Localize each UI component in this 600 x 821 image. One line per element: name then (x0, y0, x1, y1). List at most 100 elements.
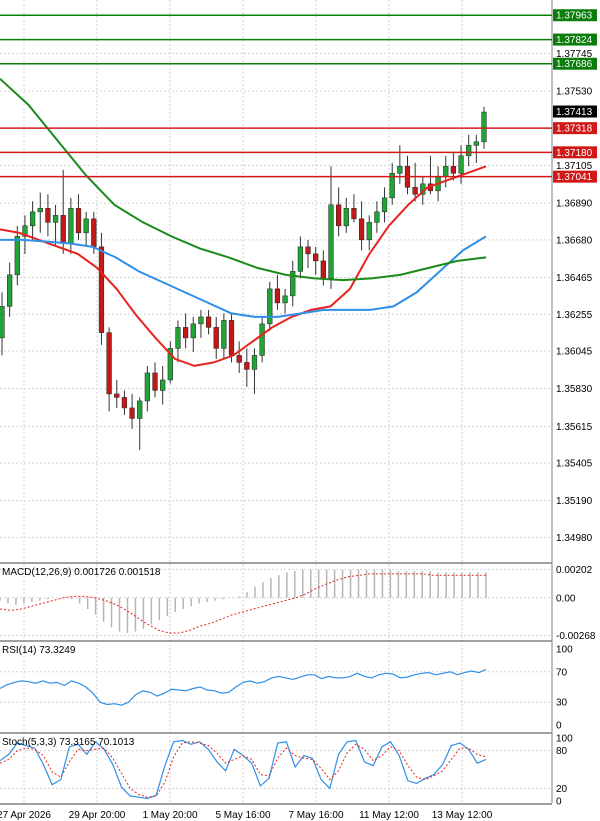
price-level-label: 1.37686 (556, 59, 593, 70)
time-tick-label: 5 May 16:00 (215, 810, 270, 821)
stoch-tick-label: 20 (556, 784, 568, 795)
bullish-candle (221, 320, 227, 349)
rsi-panel: RSI(14) 73.3249 (0, 645, 487, 706)
bullish-candle (22, 225, 28, 237)
macd-panel: MACD(12,26,9) 0.001726 0.001518 (0, 567, 487, 634)
bullish-candle (397, 166, 403, 174)
price-level-tag (553, 146, 597, 159)
bullish-candle (29, 211, 36, 227)
stoch-d-line (0, 741, 487, 798)
price-tick-label: 1.36465 (556, 273, 593, 284)
bearish-candle (75, 208, 82, 234)
macd-tick-label: 0.00 (556, 593, 576, 604)
bullish-candle (37, 208, 43, 213)
bullish-candle (381, 197, 388, 213)
bullish-candle (290, 271, 296, 297)
bullish-candle (443, 166, 449, 178)
stoch-tick-label: 100 (556, 734, 573, 745)
moving-average-line (0, 235, 487, 318)
bearish-candle (412, 187, 418, 195)
price-level-tag (553, 57, 597, 70)
bearish-candle (205, 316, 212, 328)
bearish-candle (60, 215, 66, 244)
bullish-candle (167, 348, 173, 381)
time-axis: 27 Apr 2026 29 Apr 20:00 1 May 20:00 5 May … (0, 810, 493, 821)
bullish-candle (481, 111, 487, 143)
bullish-candle (259, 323, 265, 356)
bullish-candle (68, 208, 74, 244)
bearish-candle (106, 332, 112, 395)
stoch-tick-label: 80 (556, 746, 568, 757)
bearish-candle (91, 218, 97, 248)
time-tick-label: 13 May 12:00 (432, 810, 493, 821)
time-tick-label: 7 May 16:00 (288, 810, 343, 821)
moving-average-line (0, 78, 487, 282)
bullish-candle (282, 295, 288, 304)
bearish-candle (320, 260, 326, 279)
bearish-candle (336, 204, 342, 227)
price-level-label: 1.37180 (556, 148, 593, 159)
bullish-candle (144, 372, 150, 402)
price-tick-label: 1.36255 (556, 310, 593, 321)
bullish-candle (0, 306, 5, 339)
bearish-candle (228, 320, 235, 356)
price-axis: 1.37745 1.37530 1.37105 1.36890 1.36680 1.364… (553, 9, 597, 808)
price-level-label: 1.37963 (556, 11, 593, 22)
bullish-candle (7, 274, 13, 307)
price-tick-label: 1.37530 (556, 87, 593, 98)
price-tick-label: 1.37745 (556, 49, 593, 60)
price-tick-label: 1.35405 (556, 459, 593, 470)
rsi-line (0, 668, 487, 706)
grid (0, 0, 553, 805)
time-tick-label: 11 May 12:00 (359, 810, 419, 821)
bullish-candle (137, 400, 143, 419)
bullish-candle (389, 173, 395, 199)
bearish-candle (313, 253, 319, 262)
bullish-candle (458, 155, 464, 174)
bearish-candle (305, 246, 311, 255)
price-tick-label: 1.36045 (556, 347, 593, 358)
macd-title: MACD(12,26,9) 0.001726 0.001518 (2, 567, 161, 578)
bearish-candle (45, 208, 51, 223)
price-level-tag (553, 33, 597, 46)
current-price-label: 1.37413 (556, 107, 593, 118)
price-tick-label: 1.36890 (556, 199, 593, 210)
bullish-candle (466, 145, 472, 157)
rsi-tick-label: 0 (556, 721, 562, 732)
rsi-tick-label: 70 (556, 667, 568, 678)
bullish-candle (52, 215, 59, 223)
bullish-candle (473, 141, 479, 146)
bullish-candle (190, 323, 196, 339)
price-tick-label: 1.35190 (556, 496, 593, 507)
bearish-candle (121, 397, 128, 409)
bullish-candle (297, 246, 304, 272)
bullish-candle (366, 222, 372, 241)
price-tick-label: 1.35830 (556, 384, 593, 395)
bullish-candle (14, 236, 20, 276)
bearish-candle (244, 362, 250, 370)
price-level-label: 1.37318 (556, 124, 593, 135)
macd-tick-label: 0.00202 (556, 565, 593, 576)
bullish-candle (160, 379, 166, 391)
stoch-title: Stoch(5,3,3) 73.3165 70.1013 (2, 737, 135, 748)
time-tick-label: 27 Apr 2026 (0, 810, 51, 821)
bearish-candle (182, 327, 189, 339)
bullish-candle (175, 327, 181, 349)
price-level-label: 1.37041 (556, 172, 593, 183)
bullish-candle (374, 211, 380, 223)
price-tick-label: 1.37105 (556, 161, 593, 172)
bearish-candle (213, 327, 219, 349)
bearish-candle (351, 208, 357, 220)
time-tick-label: 29 Apr 20:00 (69, 810, 126, 821)
bullish-candle (343, 208, 349, 227)
bullish-candle (251, 355, 258, 370)
bearish-candle (274, 288, 281, 304)
bearish-candle (450, 166, 457, 174)
current-price-tag (553, 105, 597, 118)
price-level-tag (553, 9, 597, 22)
bullish-candle (198, 316, 204, 325)
price-tick-label: 1.34980 (556, 533, 593, 544)
price-tick-label: 1.35615 (556, 422, 593, 433)
